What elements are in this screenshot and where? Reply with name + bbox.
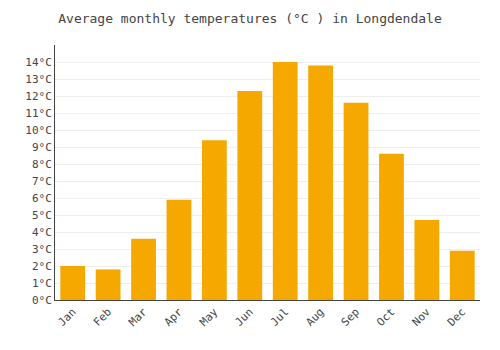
svg-text:1°C: 1°C xyxy=(32,277,52,290)
svg-text:Apr: Apr xyxy=(162,305,186,329)
svg-text:12°C: 12°C xyxy=(25,90,52,103)
svg-text:Jan: Jan xyxy=(55,306,78,329)
svg-text:Dec: Dec xyxy=(445,306,468,329)
svg-text:Aug: Aug xyxy=(303,306,326,329)
svg-text:6°C: 6°C xyxy=(32,192,52,205)
svg-text:Average monthly temperatures (: Average monthly temperatures (°C ) in Lo… xyxy=(58,11,442,26)
svg-text:Jun: Jun xyxy=(233,306,256,329)
svg-text:Sep: Sep xyxy=(339,306,362,329)
svg-text:Oct: Oct xyxy=(374,306,397,329)
svg-text:Jul: Jul xyxy=(268,306,291,329)
svg-text:2°C: 2°C xyxy=(32,260,52,273)
svg-text:Mar: Mar xyxy=(126,305,150,329)
svg-text:0°C: 0°C xyxy=(32,294,52,307)
svg-text:5°C: 5°C xyxy=(32,209,52,222)
svg-text:May: May xyxy=(197,305,221,329)
svg-text:3°C: 3°C xyxy=(32,243,52,256)
svg-text:14°C: 14°C xyxy=(25,56,52,69)
svg-text:13°C: 13°C xyxy=(25,73,52,86)
svg-text:4°C: 4°C xyxy=(32,226,52,239)
svg-text:8°C: 8°C xyxy=(32,158,52,171)
svg-text:9°C: 9°C xyxy=(32,141,52,154)
svg-text:Nov: Nov xyxy=(410,305,434,329)
svg-text:10°C: 10°C xyxy=(25,124,52,137)
svg-text:Feb: Feb xyxy=(91,306,114,329)
svg-text:7°C: 7°C xyxy=(32,175,52,188)
svg-text:11°C: 11°C xyxy=(25,107,52,120)
